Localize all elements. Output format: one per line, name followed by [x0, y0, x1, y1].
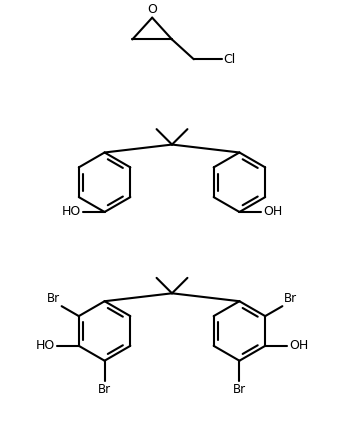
- Text: OH: OH: [263, 206, 283, 218]
- Text: Cl: Cl: [224, 53, 236, 66]
- Text: HO: HO: [36, 340, 55, 352]
- Text: O: O: [147, 3, 157, 16]
- Text: Br: Br: [284, 292, 297, 305]
- Text: Br: Br: [47, 292, 60, 305]
- Text: OH: OH: [289, 340, 308, 352]
- Text: Br: Br: [233, 383, 246, 396]
- Text: Br: Br: [98, 383, 111, 396]
- Text: HO: HO: [61, 206, 81, 218]
